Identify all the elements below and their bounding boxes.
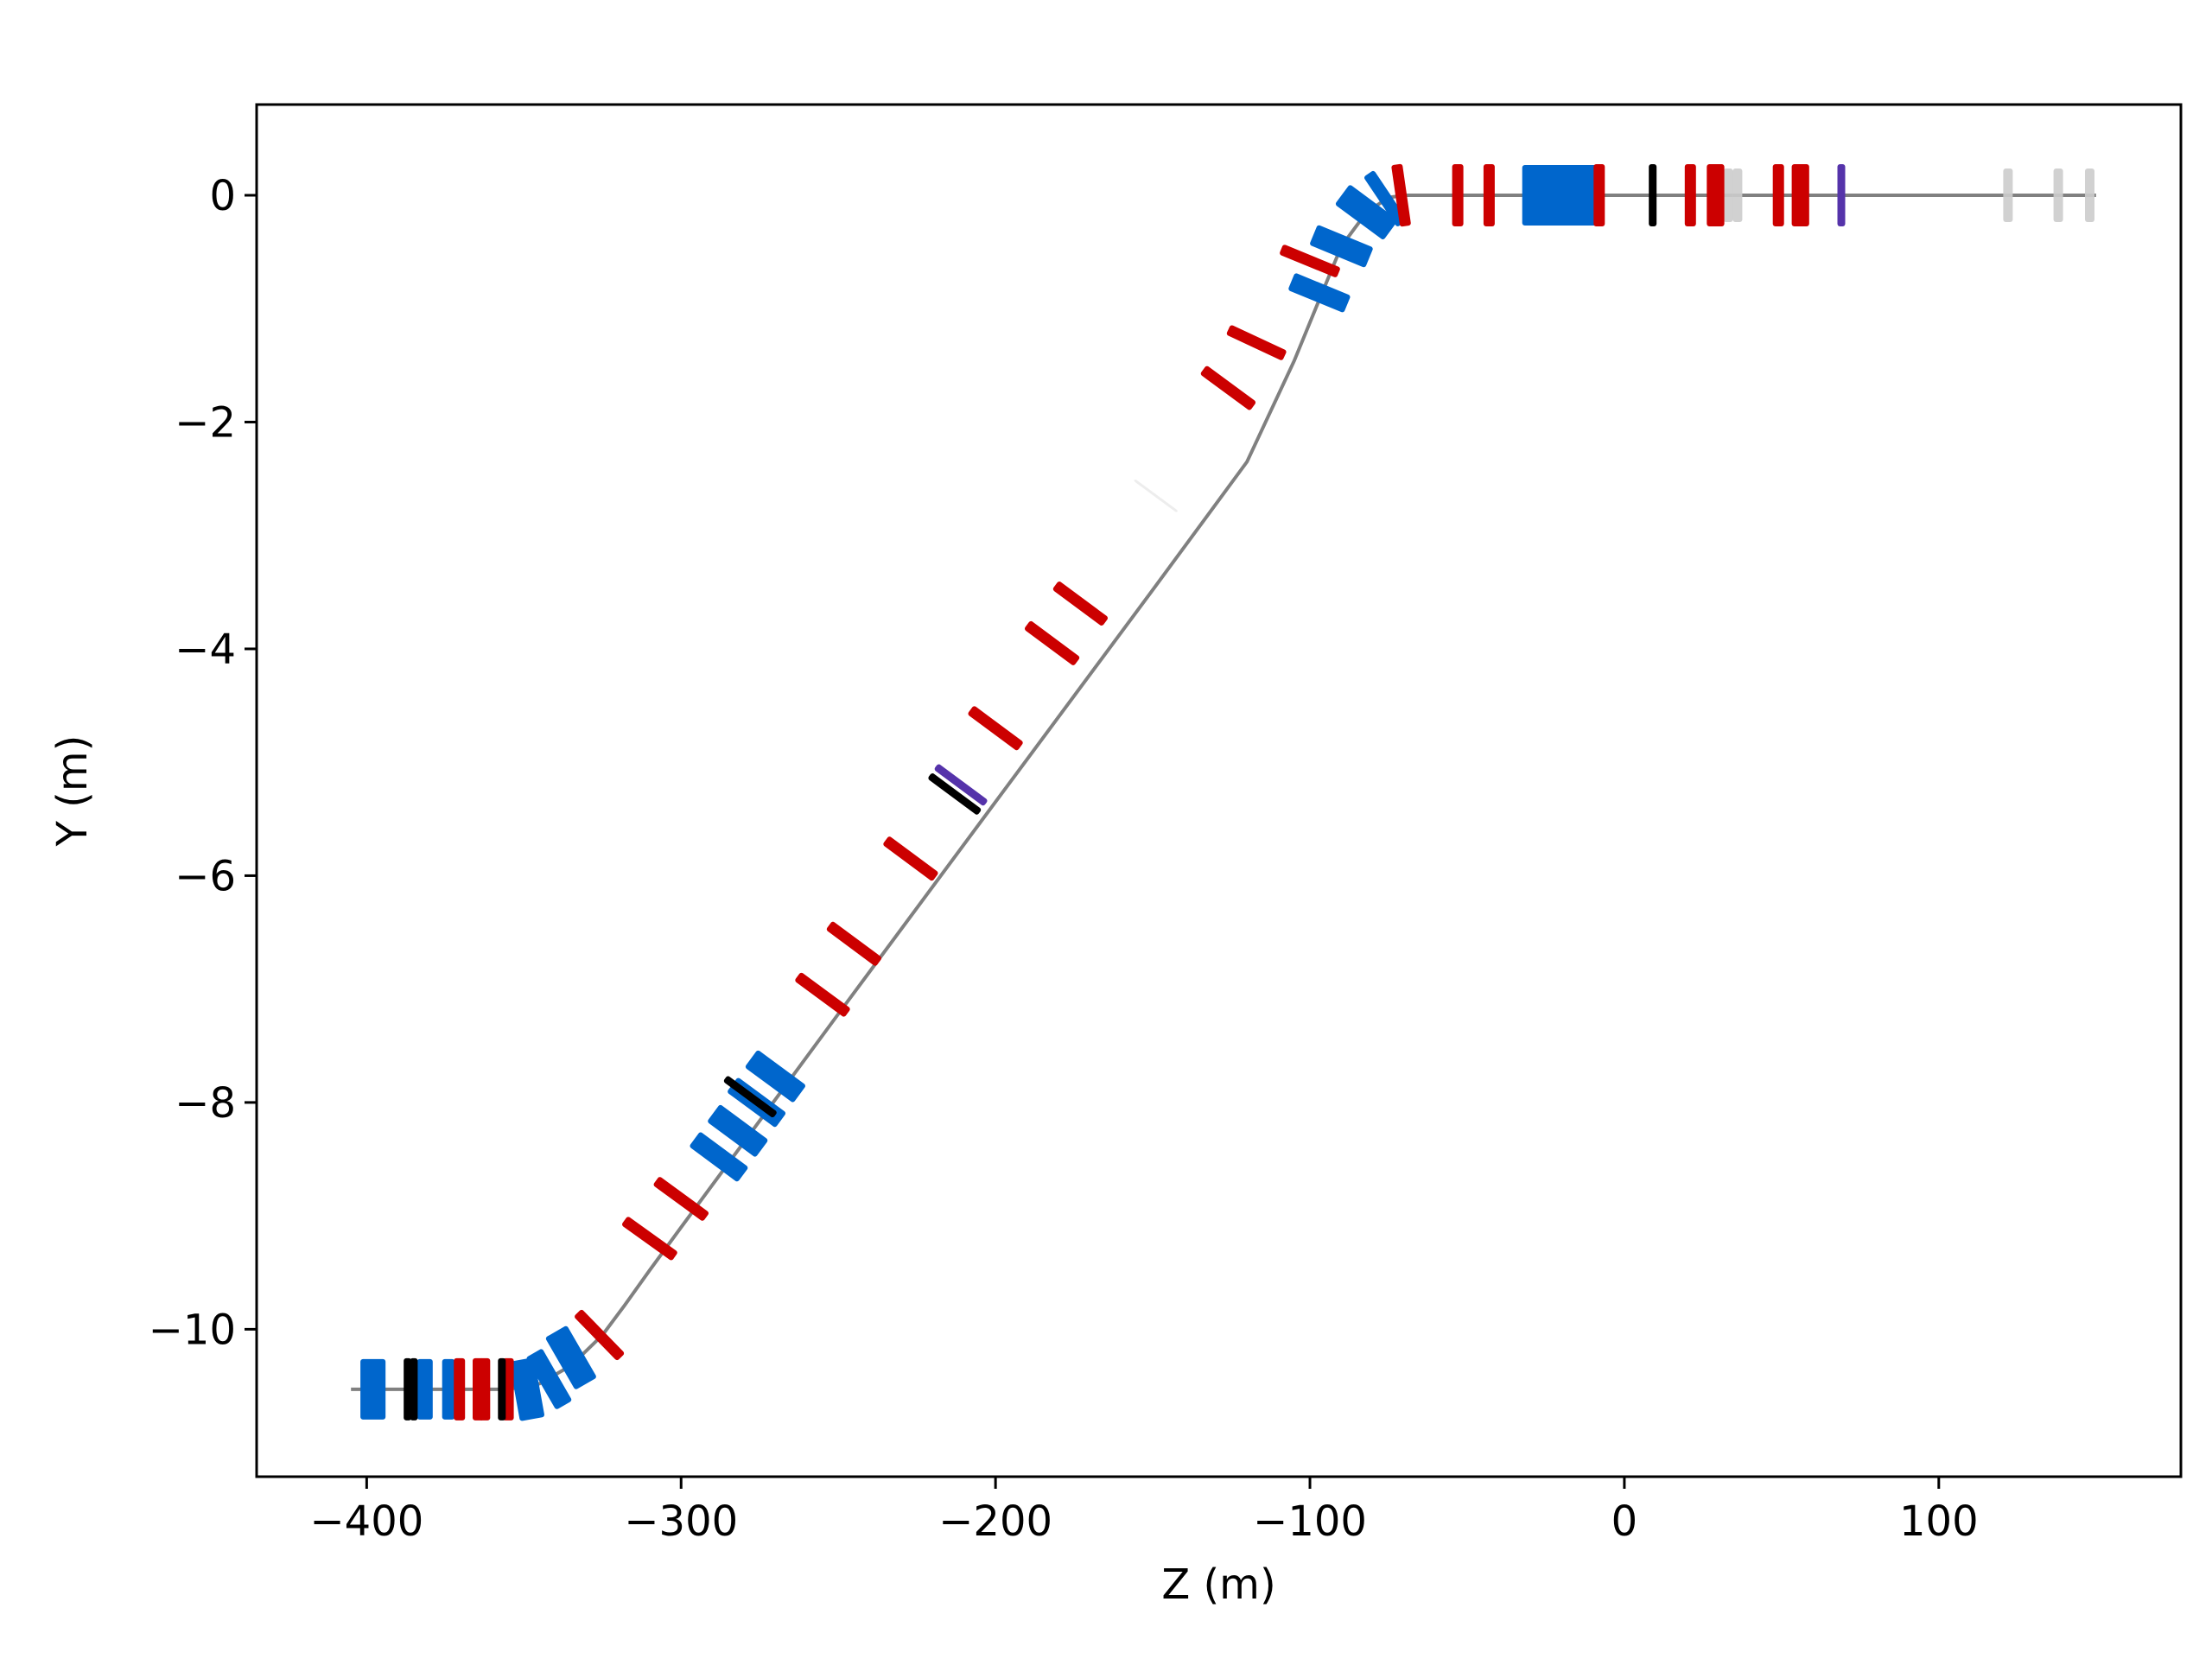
quadrupole-element	[795, 972, 850, 1017]
other-element	[2053, 168, 2063, 222]
y-tick-label: −8	[175, 1079, 236, 1128]
dipole-element	[545, 1325, 596, 1389]
corrector-element	[928, 773, 982, 815]
quadrupole-element	[968, 706, 1023, 751]
corrector-element	[498, 1357, 506, 1421]
quadrupole-element	[1483, 164, 1495, 226]
y-tick-label: −10	[149, 1306, 236, 1354]
other-element	[2085, 168, 2094, 222]
x-tick-label: −300	[624, 1497, 738, 1546]
x-tick-label: −200	[938, 1497, 1052, 1546]
dipole-element	[1364, 170, 1407, 226]
x-axis-label: Z (m)	[1161, 1560, 1275, 1609]
corrector-element	[410, 1357, 418, 1421]
quadrupole-element	[1025, 620, 1080, 665]
x-axis-ticks: −400 −300 −200 −100 0 100	[309, 1477, 1979, 1546]
quadrupole-element	[1772, 164, 1784, 226]
quadrupole-element	[1593, 164, 1605, 226]
quadrupole-element	[1391, 163, 1411, 227]
other-element	[2003, 168, 2013, 222]
sextupole-element	[1837, 164, 1846, 226]
quadrupole-element	[479, 1357, 491, 1421]
x-tick-label: 100	[1899, 1497, 1979, 1546]
dipole-element	[690, 1132, 748, 1182]
corrector-element	[1649, 164, 1657, 226]
other-element	[1723, 168, 1733, 222]
corrector-element	[723, 1076, 777, 1118]
dipole-element	[1288, 273, 1351, 313]
quadrupole-element	[883, 836, 938, 881]
quadrupole-element	[622, 1217, 677, 1261]
quadrupole-element	[1452, 164, 1464, 226]
dipole-element	[1522, 165, 1601, 226]
dipole-element	[1335, 185, 1398, 239]
quadrupole-element	[1200, 365, 1256, 410]
quadrupole-element	[1797, 164, 1809, 226]
quadrupole-element	[1052, 582, 1108, 626]
y-tick-label: −4	[175, 626, 236, 674]
dipole-element	[708, 1104, 768, 1157]
y-axis-ticks: 0 −2 −4 −6 −8 −10	[149, 172, 257, 1354]
dipole-element	[745, 1050, 805, 1103]
y-tick-label: −2	[175, 398, 236, 447]
quadrupole-element	[1684, 164, 1696, 226]
sextupole-element	[934, 764, 988, 806]
quadrupole-element	[454, 1357, 466, 1421]
quadrupole-element	[1713, 164, 1725, 226]
y-axis-label: Y (m)	[48, 735, 97, 848]
x-tick-label: −400	[309, 1497, 423, 1546]
quadrupole-element	[575, 1309, 625, 1361]
corrector-element	[404, 1357, 412, 1421]
beamline-elements	[360, 163, 2094, 1421]
plot-area	[351, 163, 2096, 1421]
quadrupole-element	[653, 1177, 709, 1221]
dipole-element	[1310, 225, 1373, 268]
quadrupole-element	[1226, 325, 1287, 360]
x-tick-label: 0	[1611, 1497, 1638, 1546]
x-tick-label: −100	[1253, 1497, 1367, 1546]
y-tick-label: 0	[209, 172, 236, 220]
dipole-element	[416, 1358, 433, 1420]
other-element	[1732, 168, 1743, 222]
other-element	[1134, 480, 1178, 512]
dipole-element	[526, 1349, 572, 1409]
quadrupole-element	[1280, 245, 1340, 277]
quadrupole-element	[826, 921, 881, 966]
axes-frame	[255, 103, 2183, 1478]
dipole-element	[442, 1358, 455, 1420]
dipole-element	[360, 1358, 386, 1420]
y-tick-label: −6	[175, 852, 236, 900]
